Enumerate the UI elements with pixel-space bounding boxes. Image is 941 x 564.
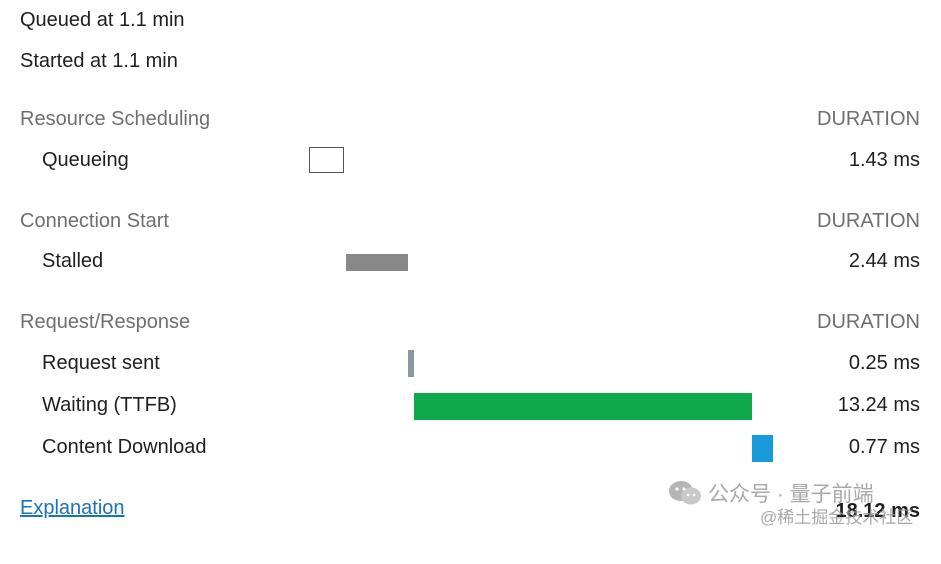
waiting-ttfb-bar (414, 393, 752, 420)
row-value-waiting-ttfb: 13.24 ms (837, 394, 920, 416)
row-value-queueing: 1.43 ms (848, 149, 920, 171)
explanation-link[interactable]: Explanation (20, 497, 125, 519)
row-label-stalled: Stalled (42, 250, 104, 272)
queued-at-text: Queued at 1.1 min (20, 9, 185, 31)
row-label-queueing: Queueing (42, 149, 129, 171)
watermark: 公众号 · 量子前端 (668, 478, 874, 508)
content-download-bar (752, 435, 773, 462)
duration-header: DURATION (817, 108, 920, 130)
section-title-connection-start: Connection Start (20, 210, 169, 232)
row-value-stalled: 2.44 ms (848, 250, 920, 272)
row-value-request-sent: 0.25 ms (848, 352, 920, 374)
wechat-icon (668, 480, 702, 506)
duration-header: DURATION (817, 210, 920, 232)
queueing-bar (309, 147, 344, 173)
row-label-request-sent: Request sent (42, 352, 160, 374)
watermark-text: 公众号 · 量子前端 (708, 483, 874, 506)
request-sent-bar (408, 350, 414, 377)
duration-header: DURATION (817, 311, 920, 333)
row-label-waiting-ttfb: Waiting (TTFB) (42, 394, 177, 416)
started-at-text: Started at 1.1 min (20, 50, 178, 72)
section-title-resource-scheduling: Resource Scheduling (20, 108, 211, 130)
section-title-request-response: Request/Response (20, 311, 191, 333)
watermark-subtext: @稀土掘金技术社区 (760, 508, 914, 527)
row-value-content-download: 0.77 ms (848, 436, 920, 458)
stalled-bar (346, 254, 408, 271)
row-label-content-download: Content Download (42, 436, 207, 458)
total-duration: 18.12 ms (835, 500, 920, 522)
